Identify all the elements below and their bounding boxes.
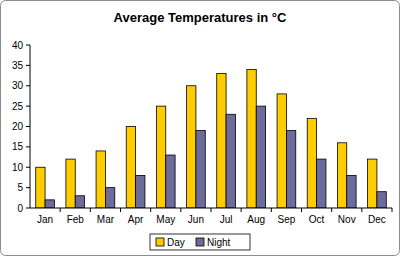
x-tick-label: Sep xyxy=(278,214,296,225)
bar xyxy=(377,192,386,208)
bar xyxy=(217,74,226,208)
bar xyxy=(347,175,356,208)
x-tick xyxy=(90,208,91,212)
y-tick-label: 15 xyxy=(12,141,24,152)
y-tick xyxy=(26,187,30,188)
bar xyxy=(277,94,286,208)
bar xyxy=(368,159,377,208)
y-tick xyxy=(26,45,30,46)
x-tick xyxy=(150,208,151,212)
bar xyxy=(45,200,54,208)
x-tick xyxy=(241,208,242,212)
bar xyxy=(256,106,265,208)
y-tick-label: 35 xyxy=(12,60,24,71)
x-tick-label: Dec xyxy=(368,214,386,225)
bar xyxy=(105,188,114,208)
bar xyxy=(156,106,165,208)
y-tick-label: 25 xyxy=(12,101,24,112)
legend-box xyxy=(150,234,250,250)
y-tick xyxy=(26,167,30,168)
y-tick-label: 10 xyxy=(12,162,24,173)
y-tick-label: 5 xyxy=(17,182,23,193)
y-tick xyxy=(26,146,30,147)
x-tick-label: Aug xyxy=(247,214,265,225)
bar xyxy=(126,127,135,209)
x-tick-label: Jul xyxy=(220,214,233,225)
x-tick-label: Nov xyxy=(338,214,356,225)
bars xyxy=(36,69,387,208)
chart-container: Average Temperatures in °C 0 5 10 15 20 25 30 35… xyxy=(0,0,400,256)
y-tick xyxy=(26,85,30,86)
chart: Average Temperatures in °C 0 5 10 15 20 25 30 35… xyxy=(0,0,400,256)
bar xyxy=(247,69,256,208)
y-tick xyxy=(26,208,30,209)
bar xyxy=(226,114,235,208)
y-tick-label: 30 xyxy=(12,80,24,91)
y-axis xyxy=(30,45,31,208)
legend-label: Day xyxy=(167,237,185,248)
bar xyxy=(36,167,45,208)
bar xyxy=(66,159,75,208)
x-tick xyxy=(301,208,302,212)
x-tick xyxy=(60,208,61,212)
y-tick-label: 0 xyxy=(17,203,23,214)
bar xyxy=(75,196,84,208)
bar xyxy=(317,159,326,208)
x-tick xyxy=(271,208,272,212)
bar xyxy=(196,131,205,208)
x-tick-label: Feb xyxy=(67,214,85,225)
bar xyxy=(166,155,175,208)
y-tick xyxy=(26,65,30,66)
x-tick xyxy=(392,208,393,212)
legend: Day Night xyxy=(150,234,250,250)
y-tick xyxy=(26,126,30,127)
x-tick xyxy=(120,208,121,212)
legend-swatch xyxy=(196,238,204,246)
x-tick-label: Apr xyxy=(128,214,144,225)
legend-label: Night xyxy=(207,237,231,248)
x-tick xyxy=(331,208,332,212)
bar xyxy=(136,175,145,208)
y-tick xyxy=(26,106,30,107)
bar xyxy=(187,86,196,208)
legend-swatch xyxy=(156,238,164,246)
y-tick-label: 40 xyxy=(12,40,24,51)
x-tick xyxy=(361,208,362,212)
x-tick xyxy=(180,208,181,212)
bar xyxy=(307,118,316,208)
bar xyxy=(286,131,295,208)
title: Average Temperatures in °C xyxy=(114,10,287,25)
x-tick-label: Mar xyxy=(97,214,115,225)
chart-frame xyxy=(1,1,400,256)
y-tick-label: 20 xyxy=(12,121,24,132)
bar xyxy=(96,151,105,208)
x-tick-label: Jun xyxy=(188,214,204,225)
x-tick xyxy=(211,208,212,212)
x-tick-label: May xyxy=(156,214,175,225)
bar xyxy=(337,143,346,208)
x-tick-label: Oct xyxy=(309,214,325,225)
x-tick-label: Jan xyxy=(37,214,53,225)
